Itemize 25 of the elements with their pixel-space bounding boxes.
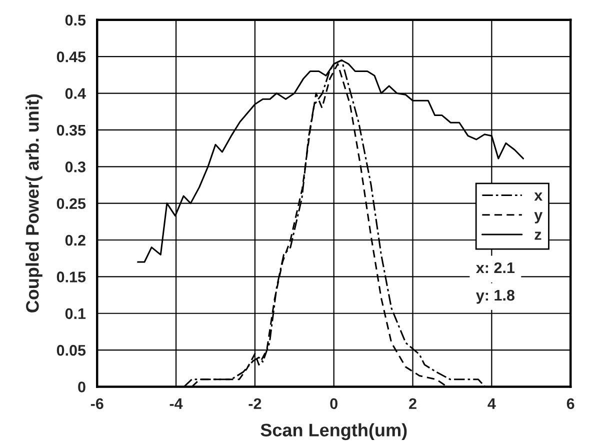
y-tick-label: 0.05	[56, 344, 86, 356]
x-tick-label: 4	[488, 398, 496, 409]
y-axis-title: Coupled Power( arb. unit)	[26, 94, 42, 312]
x-tick-label: -6	[90, 398, 104, 410]
legend-label: x	[534, 192, 543, 201]
x-tick-label: -2	[248, 398, 262, 409]
y-tick-label: 0.3	[65, 162, 86, 172]
y-tick-label: 0.5	[65, 14, 86, 26]
y-tick-label: 0.45	[56, 51, 86, 62]
x-axis-title: Scan Length(um)	[260, 423, 407, 440]
x-tick-label: -4	[170, 398, 183, 409]
y-tick-label: 0.2	[65, 234, 86, 246]
x-tick-label: 6	[566, 398, 574, 410]
y-tick-label: 0.15	[56, 272, 86, 282]
y-tick-label: 0.4	[65, 88, 86, 99]
y-tick-label: 0.1	[65, 308, 86, 320]
annotation: x: 2.1	[476, 262, 515, 274]
y-tick-label: 0	[78, 382, 86, 392]
legend-label: y	[534, 212, 543, 224]
y-tick-label: 0.25	[56, 198, 86, 210]
annotation: y: 1.8	[476, 290, 514, 304]
legend-label: z	[534, 232, 542, 240]
y-tick-label: 0.35	[56, 124, 86, 136]
x-tick-label: 0	[330, 398, 338, 410]
x-tick-label: 2	[409, 398, 416, 409]
